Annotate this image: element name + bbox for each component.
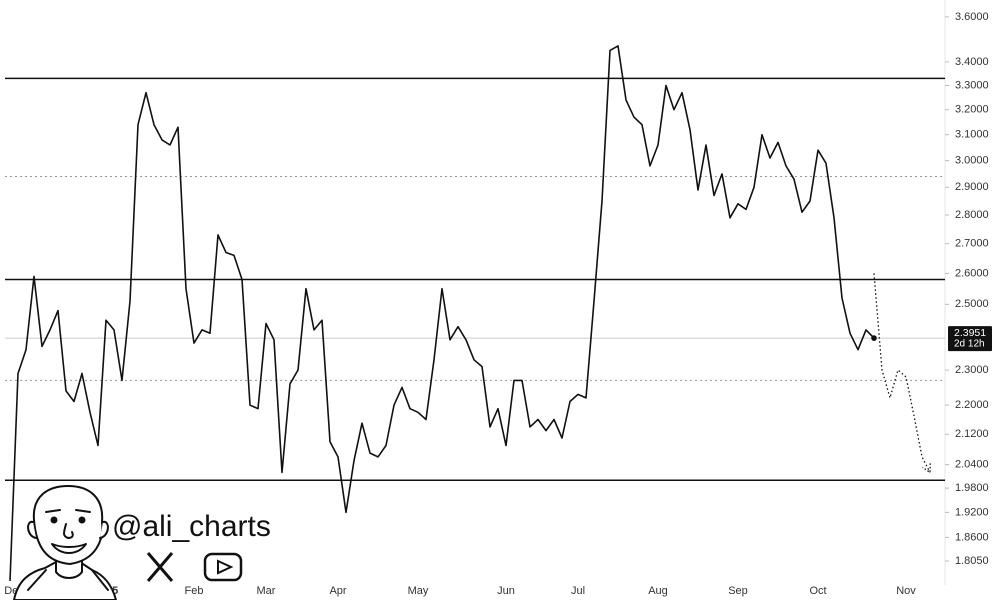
- avatar-nose: [63, 523, 74, 539]
- x-tick-label: Oct: [809, 585, 826, 597]
- avatar-smile: [51, 543, 87, 554]
- watermark-handle: @ali_charts: [112, 510, 271, 543]
- y-tick-label: 3.4000: [955, 56, 989, 68]
- y-tick-label: 2.2000: [955, 399, 989, 411]
- price-badge-value: 2.3951: [954, 327, 986, 339]
- youtube-play: [217, 559, 234, 575]
- y-tick-label: 2.9000: [955, 181, 989, 193]
- x-tick-label: Jul: [571, 585, 585, 597]
- x-tick-label: Feb: [185, 585, 204, 597]
- x-tick-label: Nov: [896, 585, 916, 597]
- avatar-collar: [27, 569, 109, 591]
- y-tick-label: 2.1200: [955, 428, 989, 440]
- youtube-frame: [203, 552, 243, 582]
- y-tick-label: 1.8050: [955, 555, 989, 567]
- price-axis: 3.6000 3.4000 3.3000 3.2000 3.1000 3.0000 2.90…: [945, 11, 992, 567]
- y-tick-label: 3.6000: [955, 11, 989, 23]
- x-icon: [146, 552, 174, 582]
- last-price-dot: [871, 335, 877, 341]
- avatar-eye: [78, 516, 86, 524]
- y-tick-label: 2.5000: [955, 298, 989, 310]
- price-badge: [948, 326, 992, 352]
- projection-arrowhead: [922, 463, 931, 474]
- youtube-icon: [203, 552, 243, 582]
- y-tick-label: 2.8000: [955, 209, 989, 221]
- x-tick-label: Mar: [257, 585, 276, 597]
- y-tick-label: 2.6000: [955, 267, 989, 279]
- y-tick-label: 1.9200: [955, 506, 989, 518]
- y-tick-label: 2.7000: [955, 238, 989, 250]
- watermark-avatar: [13, 485, 117, 600]
- x-logo: [146, 552, 174, 582]
- price-badge-countdown: 2d 12h: [954, 339, 985, 350]
- projection-line: [873, 273, 931, 473]
- y-tick-label: 3.3000: [955, 79, 989, 91]
- y-tick-label: 1.8600: [955, 531, 989, 543]
- avatar-ears: [27, 520, 109, 539]
- y-tick-label: 1.9800: [955, 482, 989, 494]
- y-tick-label: 3.2000: [955, 104, 989, 116]
- y-tick-label: 3.1000: [955, 129, 989, 141]
- price-line: [9, 45, 875, 582]
- x-tick-label: Aug: [648, 585, 668, 597]
- x-tick-label: Sep: [728, 585, 748, 597]
- y-tick-label: 3.0000: [955, 155, 989, 167]
- x-tick-label: Apr: [329, 585, 346, 597]
- avatar-eye: [50, 516, 58, 524]
- avatar-brows: [45, 509, 91, 513]
- y-tick-label: 2.0400: [955, 458, 989, 470]
- x-tick-label: Jun: [497, 585, 515, 597]
- y-tick-label: 2.3000: [955, 364, 989, 376]
- x-tick-label: May: [408, 585, 429, 597]
